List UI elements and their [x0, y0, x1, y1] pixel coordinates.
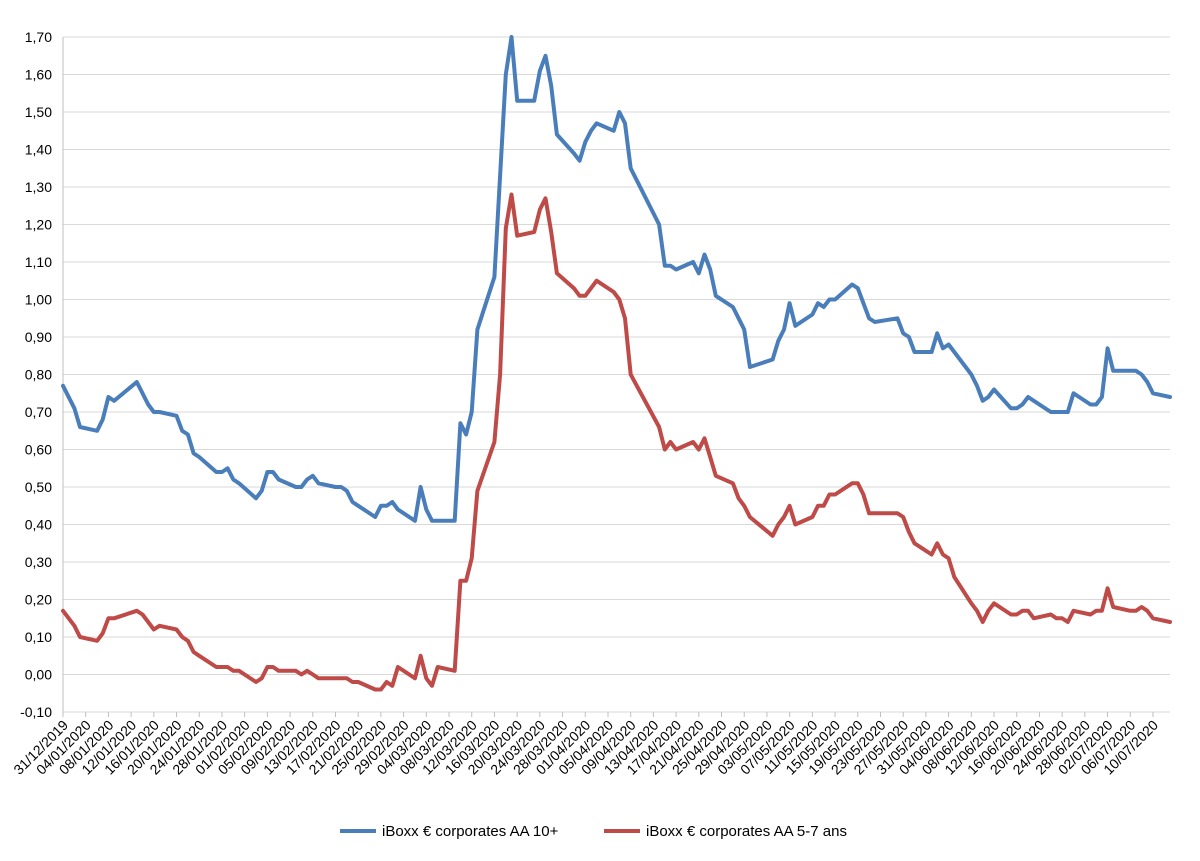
y-tick-label: 0,50	[25, 479, 52, 495]
y-tick-label: 1,00	[25, 292, 52, 308]
y-tick-label: 0,70	[25, 404, 52, 420]
y-tick-label: 0,90	[25, 329, 52, 345]
y-tick-label: 1,20	[25, 217, 52, 233]
y-tick-label: 1,70	[25, 29, 52, 45]
legend-label: iBoxx € corporates AA 10+	[382, 823, 559, 840]
y-tick-label: -0,10	[20, 704, 52, 720]
y-tick-label: 1,50	[25, 104, 52, 120]
y-tick-label: 0,30	[25, 554, 52, 570]
y-tick-label: 1,10	[25, 254, 52, 270]
series-lines	[61, 35, 1172, 692]
y-tick-label: 1,60	[25, 67, 52, 83]
y-tick-label: 0,80	[25, 367, 52, 383]
x-axis-ticks: 31/12/201904/01/202008/01/202012/01/2020…	[10, 712, 1161, 778]
series-line-2	[61, 192, 1172, 692]
series-line-1	[61, 35, 1172, 523]
y-tick-label: 1,40	[25, 142, 52, 158]
legend: iBoxx € corporates AA 10+ iBoxx € corpora…	[340, 823, 847, 840]
y-tick-label: 0,20	[25, 592, 52, 608]
legend-label: iBoxx € corporates AA 5-7 ans	[646, 823, 847, 840]
y-tick-label: 0,40	[25, 517, 52, 533]
y-axis-ticks: -0,10 0,00 0,10 0,20 0,30 0,40 0,50 0,60 0,70 0,8…	[20, 29, 52, 720]
y-tick-label: 0,00	[25, 667, 52, 683]
y-tick-label: 0,60	[25, 442, 52, 458]
y-tick-label: 0,10	[25, 629, 52, 645]
gridlines	[62, 36, 1170, 713]
y-tick-label: 1,30	[25, 179, 52, 195]
